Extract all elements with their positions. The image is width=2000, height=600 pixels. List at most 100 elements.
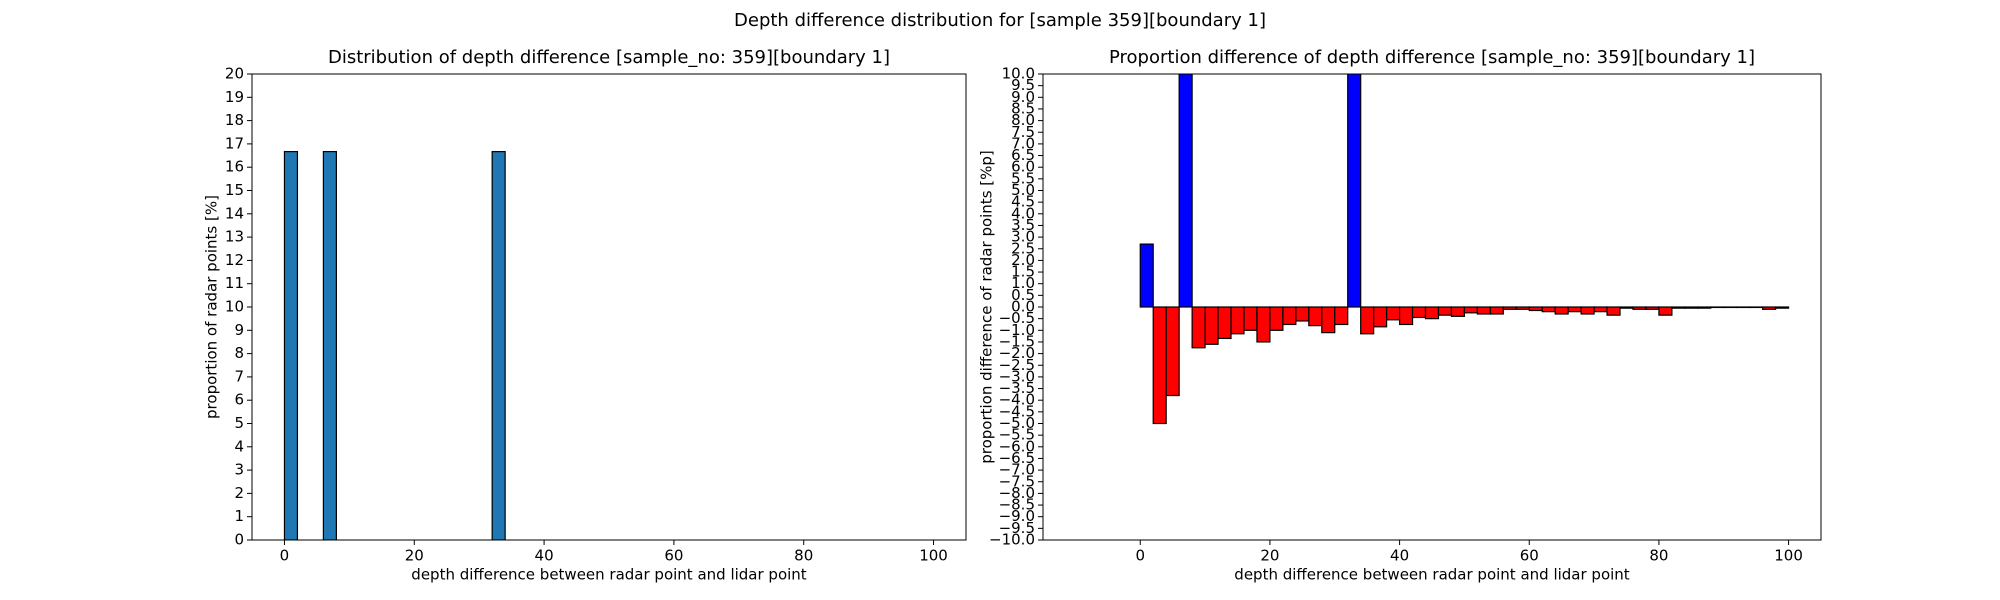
- y-tick-label: −3.0: [999, 367, 1035, 385]
- y-tick-label: 8.0: [1011, 111, 1035, 129]
- bar: [1165, 306, 1180, 397]
- y-tick-label: 7.0: [1011, 134, 1035, 152]
- bar: [1632, 306, 1647, 310]
- y-tick-label: −7.5: [999, 472, 1035, 490]
- x-tick-label: 100: [919, 547, 948, 565]
- bar: [1515, 306, 1530, 310]
- y-tick-label: 9: [234, 321, 244, 339]
- y-tick-label: 18: [225, 111, 244, 129]
- x-tick-label: 20: [1260, 547, 1279, 565]
- y-tick-label: 10.0: [1002, 65, 1035, 83]
- y-tick-label: 15: [225, 181, 244, 199]
- y-tick-label: −10.0: [989, 531, 1035, 549]
- bar: [1217, 306, 1232, 340]
- bar: [1450, 306, 1466, 317]
- bar: [1152, 306, 1167, 425]
- y-tick-label: 6.0: [1011, 158, 1035, 176]
- y-tick-label: −2.0: [999, 344, 1035, 362]
- figure-title: Depth difference distribution for [sampl…: [734, 10, 1266, 31]
- x-tick-label: 60: [1520, 547, 1539, 565]
- bar: [1775, 306, 1790, 309]
- y-tick-label: 0: [234, 531, 244, 549]
- y-tick-label: 3.5: [1011, 216, 1035, 234]
- bar: [1476, 306, 1491, 315]
- bar: [1373, 306, 1388, 328]
- x-tick-label: 20: [405, 547, 424, 565]
- bar: [1398, 306, 1414, 326]
- y-tick-label: 5.5: [1011, 169, 1035, 187]
- subplot: 0 20 40 60 80 100 −10.0−9.5−9.0−8.5−8.0−7.5−7.…: [978, 47, 1822, 584]
- bar: [1411, 306, 1427, 319]
- y-tick-label: −7.0: [999, 461, 1035, 479]
- y-tick-label: −5.5: [999, 426, 1035, 444]
- y-tick-label: 4.0: [1011, 204, 1035, 222]
- bar: [322, 150, 337, 540]
- bar: [1606, 306, 1621, 316]
- bar: [1424, 306, 1440, 320]
- bar: [491, 150, 506, 540]
- y-tick-label: 2.5: [1011, 239, 1035, 257]
- bar: [1282, 306, 1297, 326]
- y-tick-label: 1.0: [1011, 274, 1035, 292]
- y-tick-label: 3: [234, 461, 244, 479]
- bar: [1347, 74, 1362, 308]
- y-tick-label: −3.5: [999, 379, 1035, 397]
- y-tick-label: 0.5: [1011, 286, 1035, 304]
- x-axis-label: depth difference between radar point and…: [411, 566, 807, 584]
- y-tick-label: 1: [234, 507, 244, 525]
- bar: [1463, 306, 1478, 314]
- bar: [1178, 74, 1193, 308]
- subplot-title: Proportion difference of depth differenc…: [1109, 47, 1755, 68]
- y-tick-label: 5.0: [1011, 181, 1035, 199]
- x-tick-label: 100: [1774, 547, 1803, 565]
- bar: [1541, 306, 1556, 313]
- y-tick-label: −1.5: [999, 332, 1035, 350]
- y-tick-label: 19: [225, 88, 244, 106]
- bar: [1269, 306, 1284, 331]
- y-tick-label: −9.5: [999, 519, 1035, 537]
- subplot: 0 20 40 60 80 1000123456789101112131415161718…: [203, 47, 967, 584]
- bar: [1139, 243, 1154, 308]
- y-tick-label: 12: [225, 251, 244, 269]
- y-tick-label: 0.0: [1011, 298, 1035, 316]
- bar: [1645, 306, 1660, 310]
- y-tick-label: 6.5: [1011, 146, 1035, 164]
- y-tick-label: 2: [234, 484, 244, 502]
- bar: [1204, 306, 1219, 345]
- subplot-title: Distribution of depth difference [sample…: [328, 47, 890, 68]
- bar: [1437, 306, 1453, 316]
- y-tick-label: 9.0: [1011, 88, 1035, 106]
- x-tick-label: 40: [535, 547, 554, 565]
- x-axis-label: depth difference between radar point and…: [1234, 566, 1630, 584]
- y-tick-label: −8.0: [999, 484, 1035, 502]
- x-tick-label: 80: [794, 547, 813, 565]
- bar: [1593, 306, 1608, 313]
- y-tick-label: 3.0: [1011, 228, 1035, 246]
- y-tick-label: 20: [225, 65, 244, 83]
- bar: [1295, 306, 1310, 322]
- y-tick-label: −0.5: [999, 309, 1035, 327]
- bar: [1528, 306, 1543, 312]
- y-tick-label: 5: [234, 414, 244, 432]
- y-tick-label: 11: [225, 274, 244, 292]
- bars: [1139, 74, 1790, 425]
- bar: [1230, 306, 1245, 335]
- y-tick-label: 17: [225, 134, 244, 152]
- y-tick-label: 4: [234, 437, 244, 455]
- bar: [1386, 306, 1401, 321]
- bar: [1762, 306, 1777, 310]
- x-tick-label: 60: [664, 547, 683, 565]
- y-tick-label: 16: [225, 158, 244, 176]
- y-tick-label: 13: [225, 228, 244, 246]
- x-tick-label: 0: [280, 547, 290, 565]
- bar: [1334, 306, 1349, 326]
- bar: [1321, 306, 1336, 334]
- axes-frame: [251, 73, 967, 541]
- y-tick-label: −2.5: [999, 356, 1035, 374]
- y-tick-label: 8: [234, 344, 244, 362]
- bar: [1684, 306, 1699, 309]
- bar: [283, 150, 299, 540]
- y-tick-label: 10: [225, 298, 244, 316]
- y-tick-label: −9.0: [999, 507, 1035, 525]
